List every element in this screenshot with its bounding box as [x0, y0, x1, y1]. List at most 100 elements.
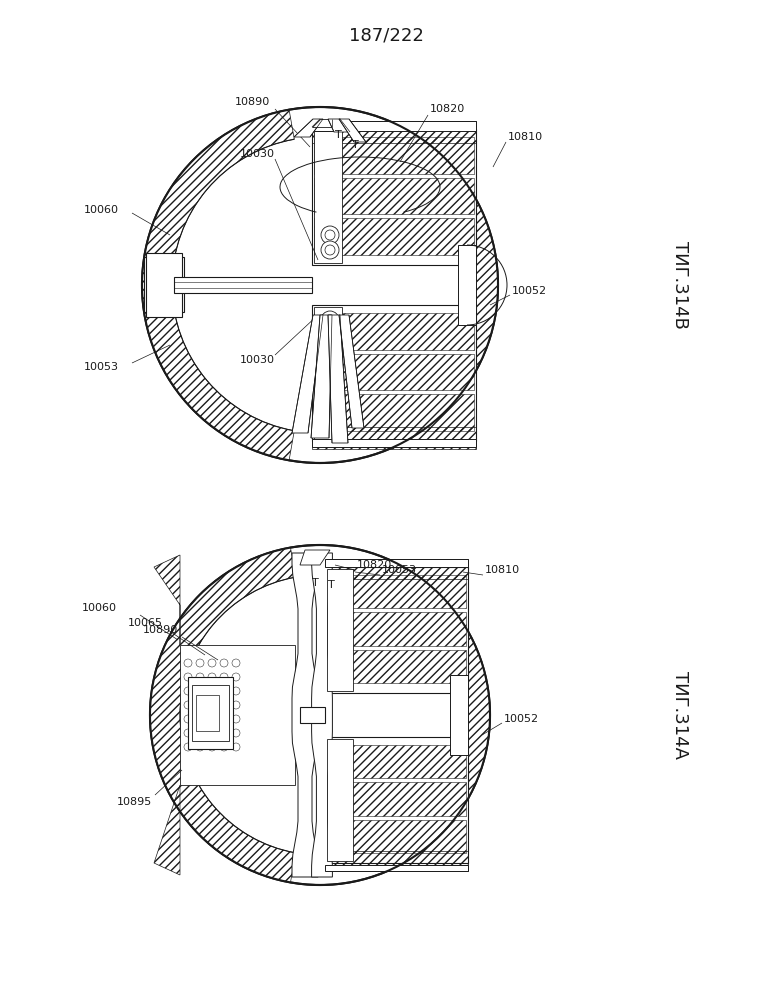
Polygon shape	[312, 553, 333, 877]
Polygon shape	[292, 315, 323, 433]
Bar	[325, 865, 468, 871]
Circle shape	[184, 673, 192, 681]
Circle shape	[208, 659, 216, 667]
Circle shape	[325, 315, 335, 325]
Circle shape	[196, 687, 204, 695]
Bar	[450, 675, 468, 755]
Bar	[174, 277, 312, 293]
Circle shape	[220, 659, 228, 667]
Bar	[458, 245, 476, 325]
Bar	[314, 219, 474, 255]
Bar	[325, 851, 468, 871]
Text: 10053: 10053	[382, 565, 417, 575]
Circle shape	[208, 701, 216, 709]
Circle shape	[196, 729, 204, 737]
Circle shape	[321, 311, 339, 329]
Text: 10895: 10895	[117, 797, 152, 807]
Text: 10820: 10820	[430, 104, 466, 114]
Text: 10052: 10052	[504, 714, 539, 724]
Circle shape	[184, 687, 192, 695]
Text: 10053: 10053	[84, 362, 119, 372]
Circle shape	[220, 687, 228, 695]
Circle shape	[208, 715, 216, 723]
Text: 10810: 10810	[485, 565, 520, 575]
Bar	[144, 257, 184, 312]
Text: 10060: 10060	[84, 205, 119, 215]
Polygon shape	[292, 553, 318, 877]
Text: 10060: 10060	[82, 603, 117, 613]
Bar	[196, 695, 219, 731]
Circle shape	[196, 701, 204, 709]
Text: 10030: 10030	[240, 355, 275, 365]
Circle shape	[321, 241, 339, 259]
Bar	[314, 178, 474, 215]
Bar	[312, 305, 476, 441]
Polygon shape	[339, 315, 364, 428]
Circle shape	[220, 673, 228, 681]
Bar	[314, 131, 342, 263]
Bar	[327, 569, 353, 691]
Bar	[327, 745, 466, 778]
Text: ΤИГ.314B: ΤИГ.314B	[671, 241, 689, 329]
Circle shape	[220, 743, 228, 751]
Bar	[314, 395, 474, 431]
Circle shape	[184, 659, 192, 667]
Circle shape	[232, 743, 240, 751]
Bar	[327, 739, 353, 861]
Circle shape	[196, 659, 204, 667]
Polygon shape	[294, 119, 323, 137]
Polygon shape	[180, 645, 295, 785]
Circle shape	[232, 659, 240, 667]
Circle shape	[142, 107, 498, 463]
Circle shape	[325, 330, 335, 340]
Polygon shape	[409, 139, 498, 431]
Bar	[325, 559, 468, 579]
Circle shape	[220, 729, 228, 737]
Circle shape	[208, 729, 216, 737]
Text: T: T	[312, 578, 319, 588]
Bar	[300, 707, 325, 723]
Polygon shape	[312, 119, 332, 127]
Polygon shape	[405, 575, 490, 854]
Polygon shape	[300, 550, 330, 565]
Circle shape	[220, 715, 228, 723]
Circle shape	[184, 715, 192, 723]
Circle shape	[232, 729, 240, 737]
Bar	[192, 685, 229, 741]
Bar	[146, 253, 182, 317]
Bar	[327, 782, 466, 815]
Bar	[312, 121, 476, 131]
Text: 10810: 10810	[508, 132, 543, 142]
Polygon shape	[150, 547, 296, 882]
Circle shape	[184, 729, 192, 737]
Text: ΤИГ.314A: ΤИГ.314A	[671, 671, 689, 759]
Polygon shape	[328, 315, 348, 443]
Circle shape	[150, 545, 490, 885]
Polygon shape	[142, 110, 294, 461]
Bar	[314, 354, 474, 391]
Polygon shape	[339, 119, 366, 142]
Bar	[325, 559, 468, 567]
Bar	[327, 649, 466, 683]
Text: T: T	[328, 580, 335, 590]
Text: 10030: 10030	[240, 149, 275, 159]
Bar	[327, 612, 466, 645]
Text: 10065: 10065	[128, 618, 163, 628]
Text: 10052: 10052	[512, 286, 547, 296]
Text: T: T	[352, 140, 359, 150]
Circle shape	[325, 230, 335, 240]
Bar	[188, 677, 233, 749]
Text: 187/222: 187/222	[349, 27, 423, 45]
Circle shape	[196, 673, 204, 681]
Circle shape	[208, 673, 216, 681]
Circle shape	[220, 701, 228, 709]
Bar	[325, 737, 468, 863]
Bar	[314, 137, 474, 174]
Bar	[312, 121, 476, 143]
Circle shape	[232, 715, 240, 723]
Circle shape	[232, 687, 240, 695]
Text: 10890: 10890	[143, 625, 178, 635]
Bar	[325, 567, 468, 693]
Circle shape	[184, 701, 192, 709]
Bar	[312, 427, 476, 449]
